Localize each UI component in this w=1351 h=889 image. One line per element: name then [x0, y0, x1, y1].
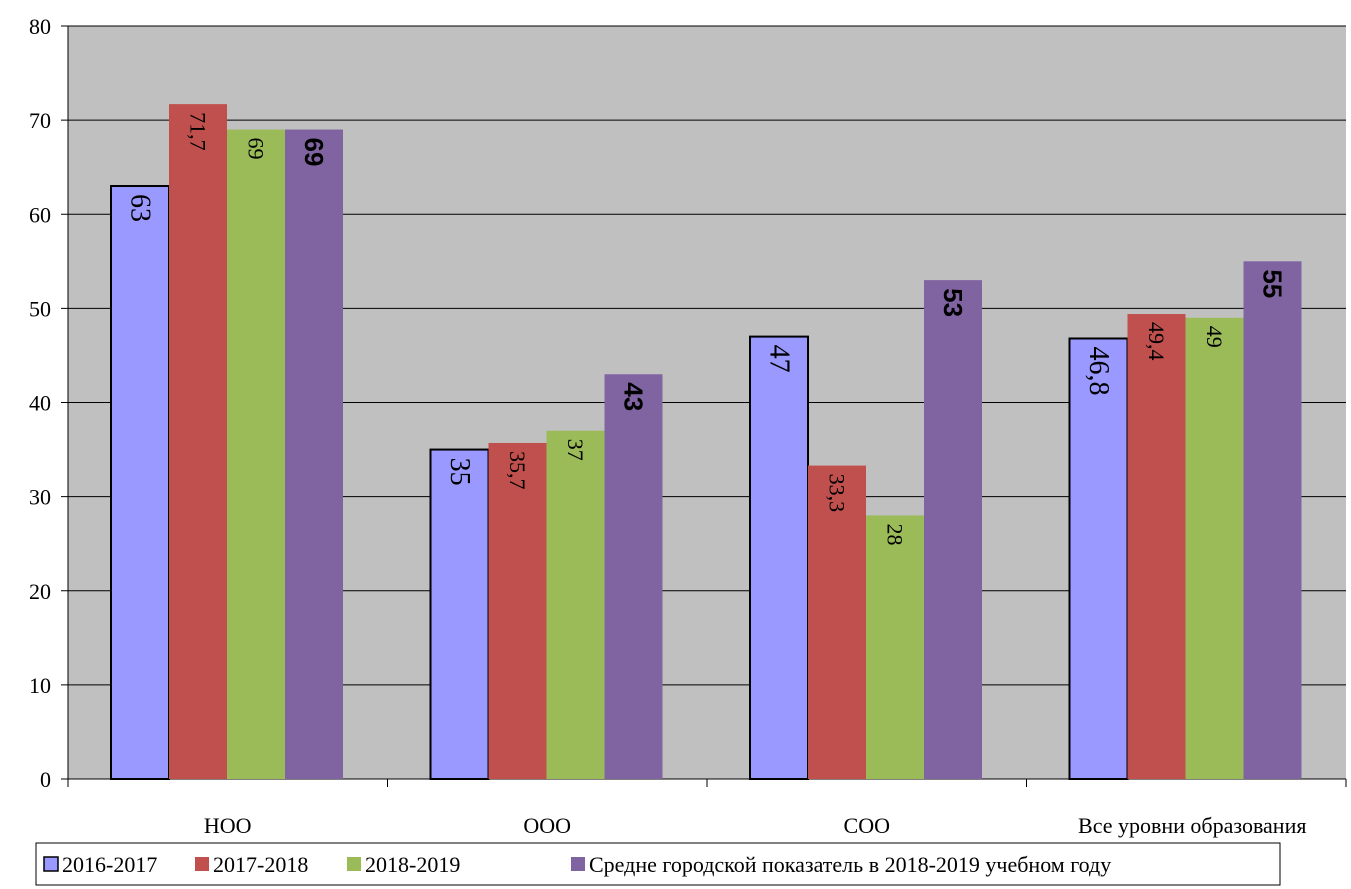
data-label-series3-ооо: 37 [563, 439, 588, 461]
bar-series3-ооо [546, 430, 605, 779]
bar-series1-ооо [429, 448, 490, 780]
data-label-series4-все-уровни-образования: 55 [1258, 269, 1288, 298]
data-label-series3-ноо: 69 [244, 138, 269, 160]
data-label-series2-ооо: 35,7 [505, 451, 530, 490]
legend-label-1: 2016-2017 [62, 852, 157, 877]
y-tick-label-80: 80 [29, 14, 51, 39]
legend-label-3: 2018-2019 [365, 852, 460, 877]
bar-series3-соо [866, 515, 924, 779]
data-label-series2-соо: 33,3 [825, 474, 850, 512]
bar-series1-ноо [110, 185, 170, 780]
bar-series2-соо [808, 465, 866, 779]
y-tick-label-30: 30 [29, 485, 51, 510]
data-label-series2-ноо: 71,7 [186, 112, 211, 151]
bar-series2-ооо [488, 442, 547, 779]
y-tick-label-10: 10 [29, 673, 51, 698]
bar-series4-ооо [604, 374, 663, 779]
x-category-label-4: Все уровни образования [1078, 813, 1306, 838]
x-category-label-1: НОО [204, 813, 252, 838]
data-label-series1-все-уровни-образования: 46,8 [1083, 346, 1114, 395]
legend-swatch-3 [347, 857, 361, 871]
data-label-series1-ноо: 63 [125, 194, 156, 222]
bar-series4-ноо [285, 129, 343, 780]
y-tick-label-0: 0 [40, 767, 51, 792]
legend-swatch-1 [43, 856, 59, 872]
data-label-series4-ноо: 69 [299, 138, 329, 167]
bar-series4-соо [924, 280, 982, 779]
bar-series1-соо [749, 335, 809, 780]
y-tick-label-50: 50 [29, 296, 51, 321]
bar-series1-все-уровни-образования [1068, 337, 1129, 780]
x-category-label-3: СОО [844, 813, 890, 838]
bar-series2-ноо [169, 104, 227, 779]
data-label-series1-ооо: 35 [444, 458, 475, 486]
legend-box [35, 842, 1281, 886]
y-tick-label-40: 40 [29, 391, 51, 416]
legend-swatch-2 [195, 857, 209, 871]
legend-label-4: Средне городской показатель в 2018-2019 … [589, 852, 1111, 877]
y-tick-label-70: 70 [29, 108, 51, 133]
y-tick-label-20: 20 [29, 579, 51, 604]
y-tick-label-60: 60 [29, 202, 51, 227]
bar-series4-все-уровни-образования [1243, 261, 1302, 779]
bar-series3-все-уровни-образования [1185, 317, 1244, 779]
x-category-label-2: ООО [523, 813, 571, 838]
data-label-series3-соо: 28 [883, 523, 908, 545]
bar-series3-ноо [227, 129, 285, 780]
data-label-series3-все-уровни-образования: 49 [1202, 326, 1227, 348]
bar-series2-все-уровни-образования [1127, 314, 1186, 779]
legend-swatch-4 [571, 857, 585, 871]
data-label-series1-соо: 47 [764, 345, 795, 373]
data-label-series4-соо: 53 [938, 288, 968, 317]
data-label-series2-все-уровни-образования: 49,4 [1144, 322, 1169, 361]
legend-label-2: 2017-2018 [213, 852, 308, 877]
data-label-series4-ооо: 43 [619, 382, 649, 411]
